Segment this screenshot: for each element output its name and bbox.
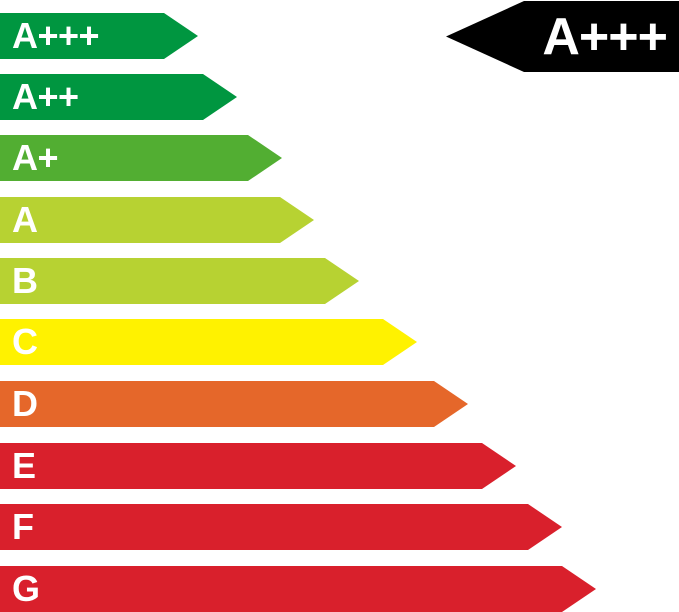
energy-band-a: A: [0, 197, 314, 243]
band-label: A: [12, 199, 38, 240]
energy-band-f: F: [0, 504, 562, 550]
rating-label: A+++: [542, 7, 668, 66]
energy-band-b: B: [0, 258, 359, 304]
energy-band-d: D: [0, 381, 468, 427]
energy-band-e: E: [0, 443, 516, 489]
band-label: F: [12, 506, 34, 547]
band-label: B: [12, 260, 38, 301]
band-label: G: [12, 568, 40, 609]
energy-band-a-plus-plus-plus: A+++: [0, 13, 198, 59]
band-label: A++: [12, 76, 79, 117]
band-label: D: [12, 383, 38, 424]
energy-band-a-plus-plus: A++: [0, 74, 237, 120]
energy-band-c: C: [0, 319, 417, 365]
band-label: A+: [12, 137, 59, 178]
band-label: C: [12, 321, 38, 362]
band-label: E: [12, 445, 36, 486]
energy-band-g: G: [0, 566, 596, 612]
energy-band-a-plus: A+: [0, 135, 282, 181]
band-label: A+++: [12, 15, 100, 56]
